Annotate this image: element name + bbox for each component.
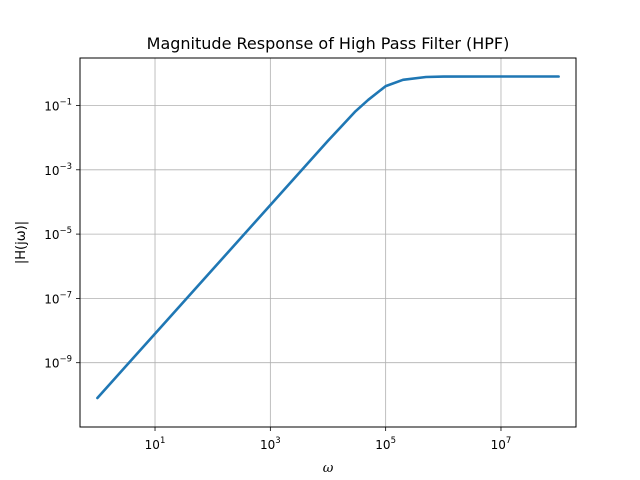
y-tick-label: 10−7: [44, 290, 72, 306]
x-tick-base: 10: [491, 438, 506, 452]
plot-frame: [79, 57, 577, 428]
y-tick-label: 10−3: [44, 162, 72, 178]
y-tick-exponent: −3: [59, 162, 72, 172]
x-tick-exponent: 5: [391, 436, 396, 446]
y-axis-label: |H(jω)|: [14, 221, 29, 264]
x-tick-label: 105: [375, 436, 396, 452]
x-tick-base: 10: [145, 438, 160, 452]
y-tick-label: 10−1: [44, 97, 72, 113]
y-tick-base: 10: [44, 164, 59, 178]
x-tick-exponent: 7: [506, 436, 511, 446]
series-layer: [96, 75, 560, 400]
series-line: [96, 75, 560, 400]
y-tick-label: 10−9: [44, 355, 72, 371]
y-tick-exponent: −1: [59, 97, 72, 107]
x-tick-label: 101: [145, 436, 166, 452]
x-tick-exponent: 3: [275, 436, 280, 446]
x-tick-exponent: 1: [160, 436, 165, 446]
y-tick-exponent: −5: [59, 226, 72, 236]
y-tick-base: 10: [44, 99, 59, 113]
y-tick-base: 10: [44, 292, 59, 306]
x-axis-label: ω: [323, 461, 334, 476]
grid: [80, 58, 576, 427]
x-tick-label: 107: [491, 436, 512, 452]
y-tick-label: 10−5: [44, 226, 72, 242]
x-tick-base: 10: [375, 438, 390, 452]
y-tick-base: 10: [44, 357, 59, 371]
x-tick-label: 103: [260, 436, 281, 452]
y-tick-exponent: −9: [59, 355, 72, 365]
y-tick-base: 10: [44, 228, 59, 242]
chart-title: Magnitude Response of High Pass Filter (…: [147, 34, 510, 53]
y-tick-exponent: −7: [59, 290, 72, 300]
x-tick-base: 10: [260, 438, 275, 452]
